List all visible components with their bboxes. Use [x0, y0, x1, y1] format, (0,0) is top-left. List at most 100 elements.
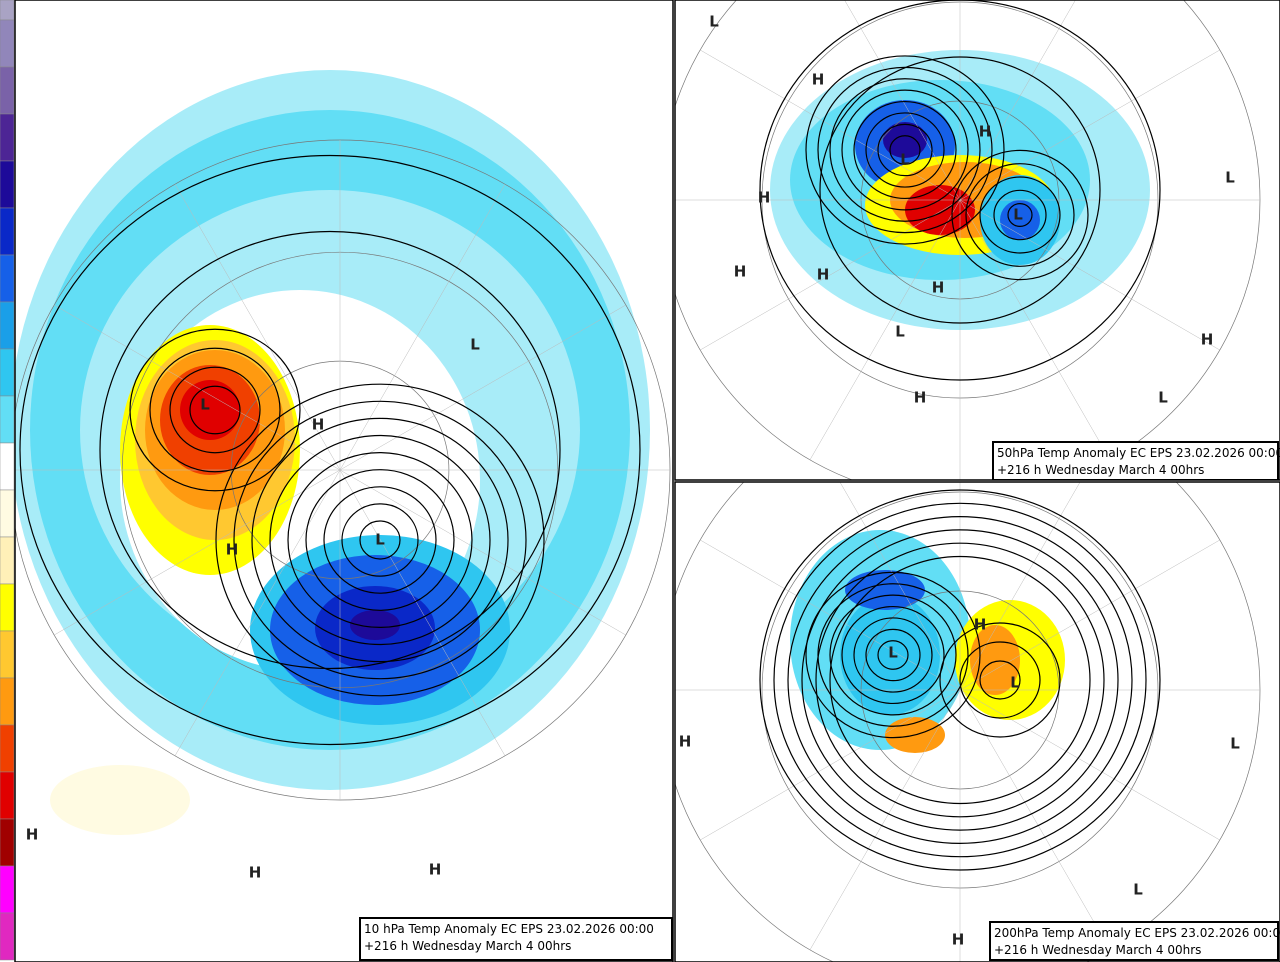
anomaly-area — [845, 570, 925, 610]
pressure-center: H — [734, 263, 747, 281]
pressure-contour — [233, 400, 527, 680]
pressure-contour — [169, 366, 261, 454]
meridian — [959, 199, 1111, 460]
pressure-contour — [19, 154, 641, 746]
color-swatch — [0, 630, 15, 679]
pressure-center: L — [1010, 674, 1020, 692]
pressure-contour — [787, 515, 1133, 844]
panel-border — [674, 481, 1280, 962]
pressure-center: H — [812, 71, 825, 89]
pressure-contour — [323, 486, 437, 594]
pressure-contour — [759, 489, 1161, 871]
pressure-center: L — [1230, 735, 1240, 753]
pressure-contour — [359, 520, 401, 560]
pressure-contour — [979, 176, 1061, 254]
pressure-contour — [979, 660, 1021, 700]
pressure-contour — [865, 112, 945, 188]
meridian — [174, 469, 341, 756]
pressure-contour — [959, 641, 1041, 719]
caption-box — [359, 917, 673, 961]
meridian — [959, 539, 1220, 691]
map-panel: L H H L L H H H H L L H L H 50hPa Temp Anomaly EC EPS … — [675, 0, 1280, 480]
pressure-contour — [829, 555, 1091, 805]
pressure-contour — [215, 383, 545, 697]
pressure-contour — [341, 503, 419, 577]
pressure-center: L — [1133, 881, 1143, 899]
pressure-contour — [829, 594, 957, 716]
pressure-center: H — [26, 826, 39, 844]
color-swatch — [0, 207, 15, 256]
meridian — [339, 469, 626, 636]
pressure-contour — [129, 328, 301, 492]
pressure-center: H — [758, 189, 771, 207]
pressure-center: L — [900, 151, 910, 169]
pressure-contour — [149, 347, 281, 473]
color-swatch — [0, 818, 15, 867]
anomaly-area — [350, 610, 400, 640]
pressure-contour — [993, 189, 1047, 241]
color-swatch — [0, 0, 15, 21]
map-panel: L L H L H H H H 10 hPa Temp Anomaly EC EPS 23.02… — [15, 0, 673, 962]
meridian — [174, 184, 341, 471]
pressure-contour — [939, 622, 1061, 738]
anomaly-area — [905, 185, 975, 235]
pressure-contour — [251, 417, 509, 663]
pressure-contour — [877, 123, 933, 177]
pressure-contour — [801, 529, 1119, 831]
meridian — [54, 469, 341, 636]
pressure-center: L — [895, 323, 905, 341]
pressure-contour — [773, 502, 1147, 858]
pressure-contour — [865, 628, 921, 682]
pressure-contour — [853, 100, 957, 200]
meridian — [959, 482, 1081, 691]
color-swatch — [0, 536, 15, 585]
pressure-center: L — [470, 336, 480, 354]
pressure-center: L — [1013, 206, 1023, 224]
meridian — [809, 199, 961, 460]
meridian — [700, 199, 961, 351]
pressure-center: H — [952, 931, 965, 949]
meridian — [339, 304, 626, 471]
pressure-contour — [819, 56, 1101, 324]
meridian — [339, 469, 506, 756]
pressure-contour — [189, 385, 241, 435]
pressure-contour — [805, 571, 981, 739]
pressure-contour — [853, 617, 933, 693]
pressure-contour — [305, 469, 455, 611]
pressure-center: H — [817, 266, 830, 284]
color-swatch — [0, 348, 15, 397]
caption-line: +216 h Wednesday March 4 00hrs — [997, 463, 1204, 477]
caption-line: 200hPa Temp Anomaly EC EPS 23.02.2026 00… — [994, 926, 1280, 940]
color-swatch — [0, 301, 15, 350]
pressure-center: L — [375, 531, 385, 549]
pressure-contour — [829, 78, 981, 222]
anomaly-area — [883, 122, 927, 158]
meridian — [339, 184, 506, 471]
color-swatch — [0, 583, 15, 632]
pressure-center: H — [679, 733, 692, 751]
color-swatch — [0, 677, 15, 726]
pressure-center: L — [200, 396, 210, 414]
pressure-center: H — [226, 541, 239, 559]
meridian — [809, 689, 961, 950]
pressure-contour — [951, 149, 1089, 281]
caption-box — [992, 441, 1279, 480]
pressure-contour — [841, 89, 969, 211]
pressure-contour — [877, 640, 909, 670]
color-swatch — [0, 912, 15, 961]
panel-border — [674, 0, 1280, 481]
color-swatch — [0, 865, 15, 914]
meridian — [959, 49, 1220, 201]
color-swatch — [0, 254, 15, 303]
color-swatch — [0, 724, 15, 773]
color-swatch — [0, 19, 15, 68]
pressure-center: H — [914, 389, 927, 407]
pressure-contour — [815, 542, 1105, 818]
color-swatch — [0, 771, 15, 820]
color-swatch — [0, 66, 15, 115]
anomaly-area — [180, 380, 240, 440]
pressure-contour — [287, 452, 473, 629]
caption-box — [989, 921, 1279, 961]
caption-line: +216 h Wednesday March 4 00hrs — [994, 943, 1201, 957]
color-swatch — [0, 113, 15, 162]
